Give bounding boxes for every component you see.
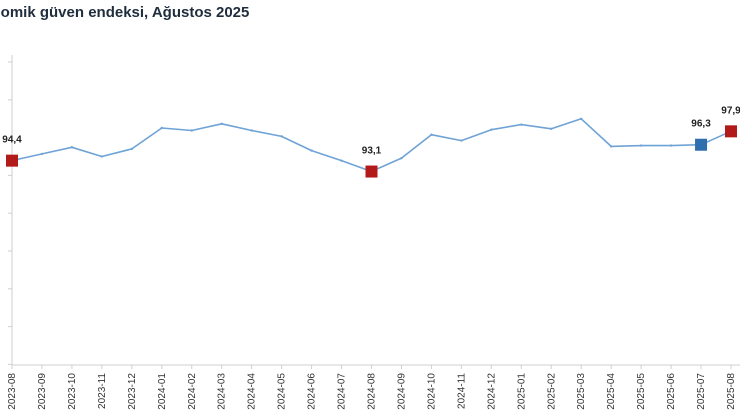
data-point <box>70 146 74 149</box>
x-tick-label: 2024-04 <box>247 373 258 410</box>
data-point <box>340 159 343 162</box>
data-point <box>220 122 223 126</box>
data-point <box>520 123 523 126</box>
x-tick-label: 2024-07 <box>337 373 348 410</box>
data-label: 96,3 <box>691 119 711 130</box>
data-point <box>190 129 193 132</box>
x-tick-label: 2024-10 <box>426 373 437 410</box>
data-point <box>40 152 44 156</box>
data-point <box>490 128 493 131</box>
x-tick-label: 2023-12 <box>127 373 138 410</box>
x-tick-label: 2024-08 <box>367 373 378 410</box>
x-tick-label: 2024-09 <box>396 373 407 410</box>
chart-title: Ekonomik güven endeksi, Ağustos 2025 <box>0 4 250 21</box>
x-tick-label: 2024-11 <box>456 373 467 409</box>
x-tick-label: 2025-08 <box>726 373 737 410</box>
axis-layer <box>8 55 740 366</box>
x-tick-label: 2024-05 <box>277 373 288 410</box>
x-tick-label: 2024-02 <box>187 373 198 410</box>
data-label: 93,1 <box>362 146 382 157</box>
highlight-marker <box>695 138 708 151</box>
data-point <box>160 126 163 130</box>
x-tick-label: 2023-08 <box>7 373 18 410</box>
data-point <box>310 149 313 152</box>
data-point <box>280 135 283 138</box>
x-tick-label: 2023-10 <box>67 373 78 410</box>
data-point <box>609 145 613 148</box>
data-point <box>130 147 134 151</box>
x-tick-label: 2024-12 <box>486 373 497 410</box>
data-point <box>100 155 104 158</box>
tick-layer: 2023-08 2023-09 2023-10 2023-11 2023-12 2024-… <box>7 365 737 410</box>
x-tick-label: 2024-03 <box>217 373 228 410</box>
x-tick-label: 2025-07 <box>696 373 707 410</box>
x-tick-label: 2023-11 <box>97 373 108 409</box>
data-point <box>550 127 553 131</box>
x-tick-label: 2023-09 <box>37 373 48 410</box>
highlight-marker <box>725 125 737 138</box>
x-tick-label: 2024-06 <box>307 373 318 410</box>
data-label: 97,9 <box>721 105 740 116</box>
x-tick-label: 2025-06 <box>666 373 677 410</box>
x-tick-label: 2025-01 <box>516 373 527 410</box>
x-tick-label: 2025-05 <box>636 373 647 410</box>
data-point <box>250 129 253 132</box>
x-tick-label: 2024-01 <box>157 373 168 410</box>
data-label: 94,4 <box>2 135 22 146</box>
x-tick-label: 2025-02 <box>546 373 557 410</box>
marker-layer: 94,4 93,1 96,3 97,9 <box>2 105 740 178</box>
x-tick-label: 2025-04 <box>606 373 617 410</box>
highlight-marker <box>365 165 378 178</box>
data-point <box>639 144 643 147</box>
data-point <box>580 117 583 120</box>
data-point <box>460 139 463 142</box>
highlight-marker <box>6 154 18 167</box>
x-tick-label: 2025-03 <box>576 373 587 410</box>
data-point <box>669 144 673 147</box>
data-point <box>430 133 433 136</box>
data-point <box>400 156 403 160</box>
